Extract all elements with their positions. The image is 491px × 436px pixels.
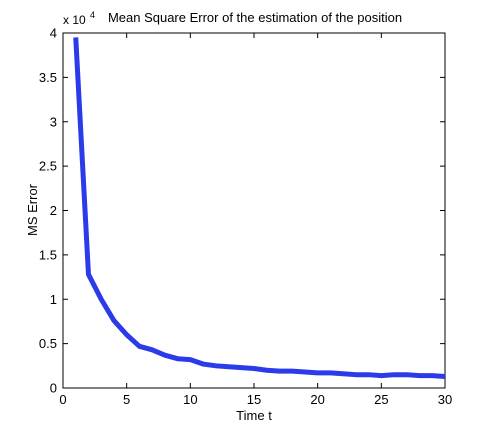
series-line bbox=[73, 37, 446, 379]
x-axis-ticks: 0 5 10 15 20 25 30 bbox=[59, 33, 452, 407]
y-tick-label: 3.5 bbox=[39, 70, 57, 85]
y-tick-label: 1 bbox=[50, 292, 57, 307]
y-multiplier-exponent: 4 bbox=[90, 10, 95, 20]
x-tick-label: 20 bbox=[310, 392, 324, 407]
y-tick-label: 0.5 bbox=[39, 336, 57, 351]
y-tick-label: 1.5 bbox=[39, 247, 57, 262]
x-tick-label: 10 bbox=[183, 392, 197, 407]
y-axis-ticks: 0 0.5 1 1.5 2 2.5 3 3.5 4 bbox=[39, 26, 445, 396]
plot-area bbox=[62, 32, 446, 389]
x-tick-label: 25 bbox=[374, 392, 388, 407]
x-tick-label: 0 bbox=[59, 392, 66, 407]
y-tick-label: 2 bbox=[50, 203, 57, 218]
y-multiplier-label: x 10 4 bbox=[63, 10, 95, 27]
x-axis-label: Time t bbox=[236, 408, 272, 423]
y-tick-label: 3 bbox=[50, 114, 57, 129]
x-tick-label: 15 bbox=[247, 392, 261, 407]
y-axis-label: MS Error bbox=[25, 183, 40, 236]
y-tick-label: 0 bbox=[50, 381, 57, 396]
y-multiplier-base: x 10 bbox=[63, 13, 86, 27]
x-tick-label: 5 bbox=[123, 392, 130, 407]
chart-title: Mean Square Error of the estimation of t… bbox=[108, 10, 402, 25]
series-layer bbox=[73, 37, 446, 379]
y-tick-label: 2.5 bbox=[39, 159, 57, 174]
x-tick-label: 30 bbox=[438, 392, 452, 407]
y-tick-label: 4 bbox=[50, 26, 57, 41]
